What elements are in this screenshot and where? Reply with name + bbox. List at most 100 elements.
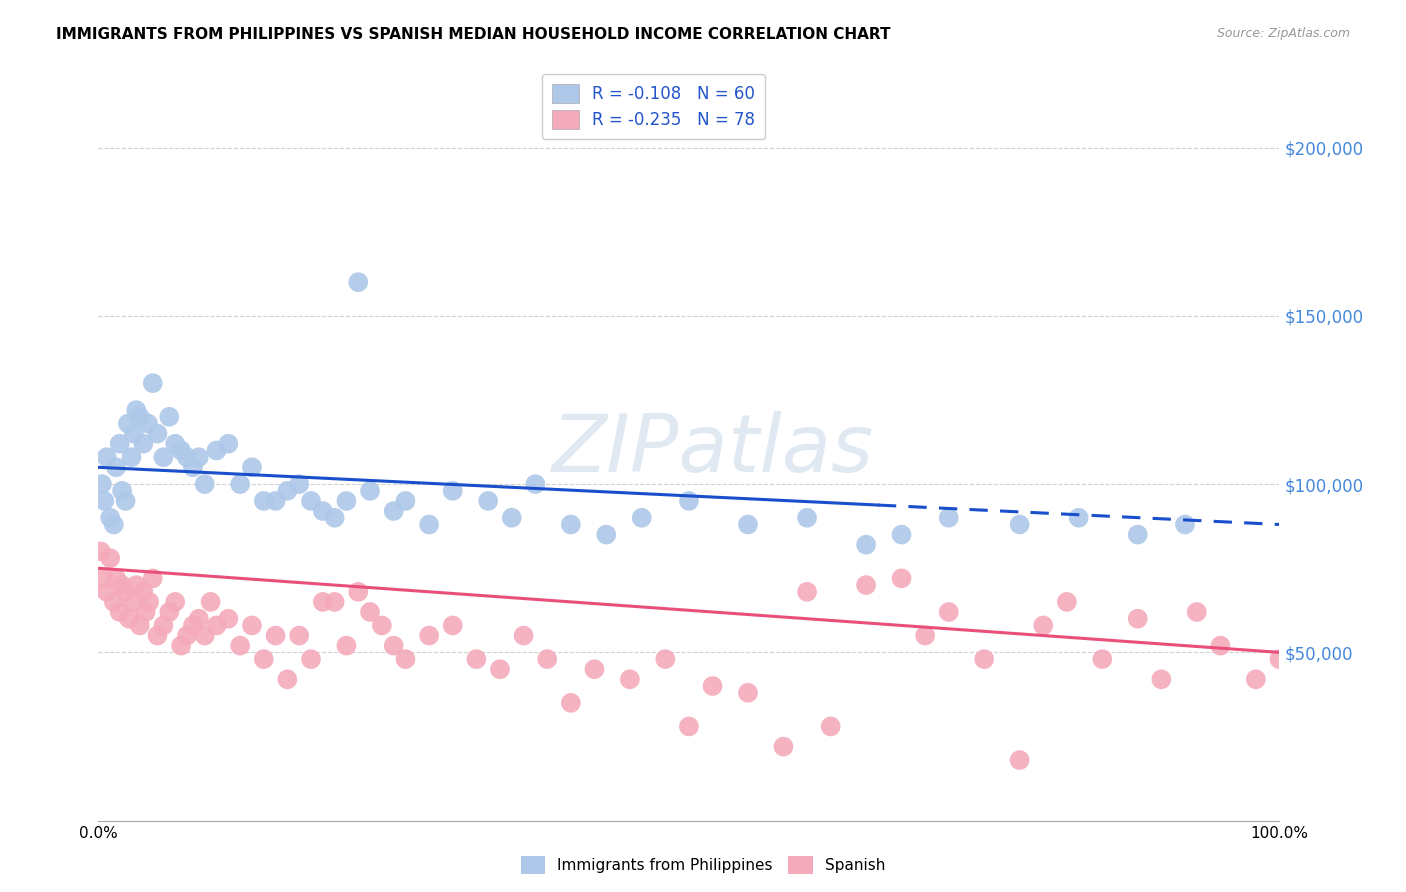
Point	[820, 719, 842, 733]
Point	[121, 595, 143, 609]
Point	[200, 595, 222, 609]
Point	[240, 460, 263, 475]
Point	[253, 652, 276, 666]
Text: ZIPatlas: ZIPatlas	[551, 411, 873, 490]
Point	[170, 443, 193, 458]
Point	[170, 639, 193, 653]
Point	[1268, 652, 1291, 666]
Point	[253, 494, 276, 508]
Point	[125, 403, 148, 417]
Point	[335, 494, 357, 508]
Point	[165, 436, 187, 450]
Point	[114, 494, 136, 508]
Point	[1032, 618, 1054, 632]
Point	[1150, 673, 1173, 687]
Point	[229, 477, 252, 491]
Point	[890, 527, 912, 541]
Point	[890, 571, 912, 585]
Legend: R = -0.108   N = 60, R = -0.235   N = 78: R = -0.108 N = 60, R = -0.235 N = 78	[541, 74, 765, 139]
Point	[138, 595, 160, 609]
Point	[1292, 645, 1315, 659]
Point	[136, 417, 159, 431]
Point	[737, 517, 759, 532]
Point	[312, 595, 335, 609]
Point	[465, 652, 488, 666]
Point	[477, 494, 499, 508]
Point	[654, 652, 676, 666]
Point	[382, 504, 405, 518]
Point	[1362, 662, 1385, 676]
Point	[181, 460, 204, 475]
Point	[91, 477, 114, 491]
Point	[142, 571, 165, 585]
Point	[103, 595, 125, 609]
Point	[132, 584, 155, 599]
Point	[229, 639, 252, 653]
Point	[276, 673, 298, 687]
Point	[323, 510, 346, 524]
Point	[176, 628, 198, 642]
Point	[132, 436, 155, 450]
Point	[91, 571, 114, 585]
Point	[128, 618, 150, 632]
Point	[98, 510, 121, 524]
Point	[678, 494, 700, 508]
Point	[914, 628, 936, 642]
Point	[146, 628, 169, 642]
Point	[1126, 527, 1149, 541]
Point	[93, 494, 115, 508]
Point	[1126, 612, 1149, 626]
Point	[359, 483, 381, 498]
Point	[1091, 652, 1114, 666]
Point	[118, 612, 141, 626]
Point	[1209, 639, 1232, 653]
Point	[1244, 673, 1267, 687]
Point	[111, 483, 134, 498]
Point	[772, 739, 794, 754]
Point	[108, 605, 131, 619]
Point	[264, 628, 287, 642]
Point	[737, 686, 759, 700]
Point	[489, 662, 512, 676]
Point	[560, 696, 582, 710]
Point	[152, 618, 174, 632]
Point	[276, 483, 298, 498]
Point	[524, 477, 547, 491]
Point	[122, 426, 145, 441]
Point	[1056, 595, 1078, 609]
Point	[1067, 510, 1090, 524]
Point	[938, 605, 960, 619]
Point	[418, 517, 440, 532]
Point	[121, 450, 143, 465]
Point	[108, 436, 131, 450]
Point	[125, 578, 148, 592]
Point	[796, 510, 818, 524]
Point	[347, 275, 370, 289]
Point	[299, 494, 322, 508]
Point	[157, 605, 180, 619]
Point	[103, 517, 125, 532]
Point	[595, 527, 617, 541]
Point	[512, 628, 534, 642]
Point	[152, 450, 174, 465]
Point	[418, 628, 440, 642]
Point	[796, 584, 818, 599]
Point	[187, 612, 209, 626]
Point	[536, 652, 558, 666]
Point	[264, 494, 287, 508]
Point	[335, 639, 357, 653]
Point	[382, 639, 405, 653]
Point	[105, 571, 128, 585]
Point	[938, 510, 960, 524]
Point	[176, 450, 198, 465]
Point	[146, 426, 169, 441]
Point	[96, 450, 118, 465]
Text: IMMIGRANTS FROM PHILIPPINES VS SPANISH MEDIAN HOUSEHOLD INCOME CORRELATION CHART: IMMIGRANTS FROM PHILIPPINES VS SPANISH M…	[56, 27, 891, 42]
Point	[142, 376, 165, 391]
Point	[128, 409, 150, 424]
Point	[312, 504, 335, 518]
Point	[217, 612, 239, 626]
Text: Source: ZipAtlas.com: Source: ZipAtlas.com	[1216, 27, 1350, 40]
Point	[630, 510, 652, 524]
Point	[288, 628, 311, 642]
